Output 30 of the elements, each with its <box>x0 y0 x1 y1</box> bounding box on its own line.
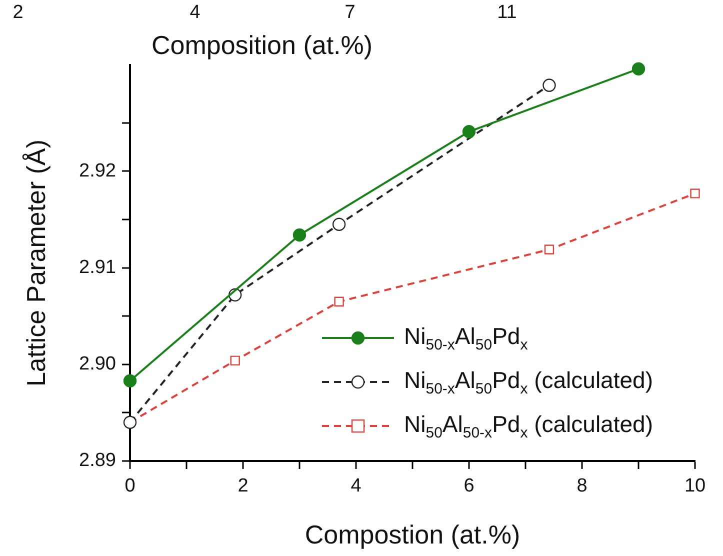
point <box>462 125 476 138</box>
point <box>544 244 554 254</box>
y-axis-title: Lattice Parameter (Å) <box>20 139 51 387</box>
x-axis-title: Compostion (at.%) <box>304 520 520 550</box>
x-tick-label: 6 <box>464 476 474 497</box>
y-tick-label: 2.89 <box>79 450 116 472</box>
x-tick-label: 4 <box>350 476 362 497</box>
y-tick-label: 2.91 <box>79 257 116 278</box>
point <box>690 188 700 198</box>
point <box>334 296 344 306</box>
point <box>292 228 306 242</box>
point <box>123 374 137 388</box>
legend-label: Ni$_{50-x}$Al$_{50}$Pd$_{x}$ <box>404 322 528 354</box>
x-tick-label: 0 <box>124 476 136 497</box>
x2-axis-title: Composition (at.%) <box>151 30 373 60</box>
point <box>230 356 240 366</box>
text: 7 <box>344 2 356 24</box>
x-tick-label: 10 <box>684 476 706 497</box>
y-tick-label: 2.92 <box>79 160 116 182</box>
text: 2 <box>12 2 24 24</box>
x-tick-label: 2 <box>238 476 248 497</box>
point <box>332 218 346 231</box>
legend-label: Ni$_{50}$Al$_{50-x}$Pd$_{x}$ (calculated) <box>404 410 653 442</box>
x-tick-label: 8 <box>576 476 588 497</box>
text: 11 <box>497 2 517 24</box>
text: 4 <box>190 2 201 24</box>
y-tick-label: 2.90 <box>79 354 116 375</box>
point <box>542 78 556 92</box>
point <box>632 62 646 76</box>
legend-label: Ni$_{50-x}$Al$_{50}$Pd$_{x}$ (calculated) <box>404 366 653 398</box>
